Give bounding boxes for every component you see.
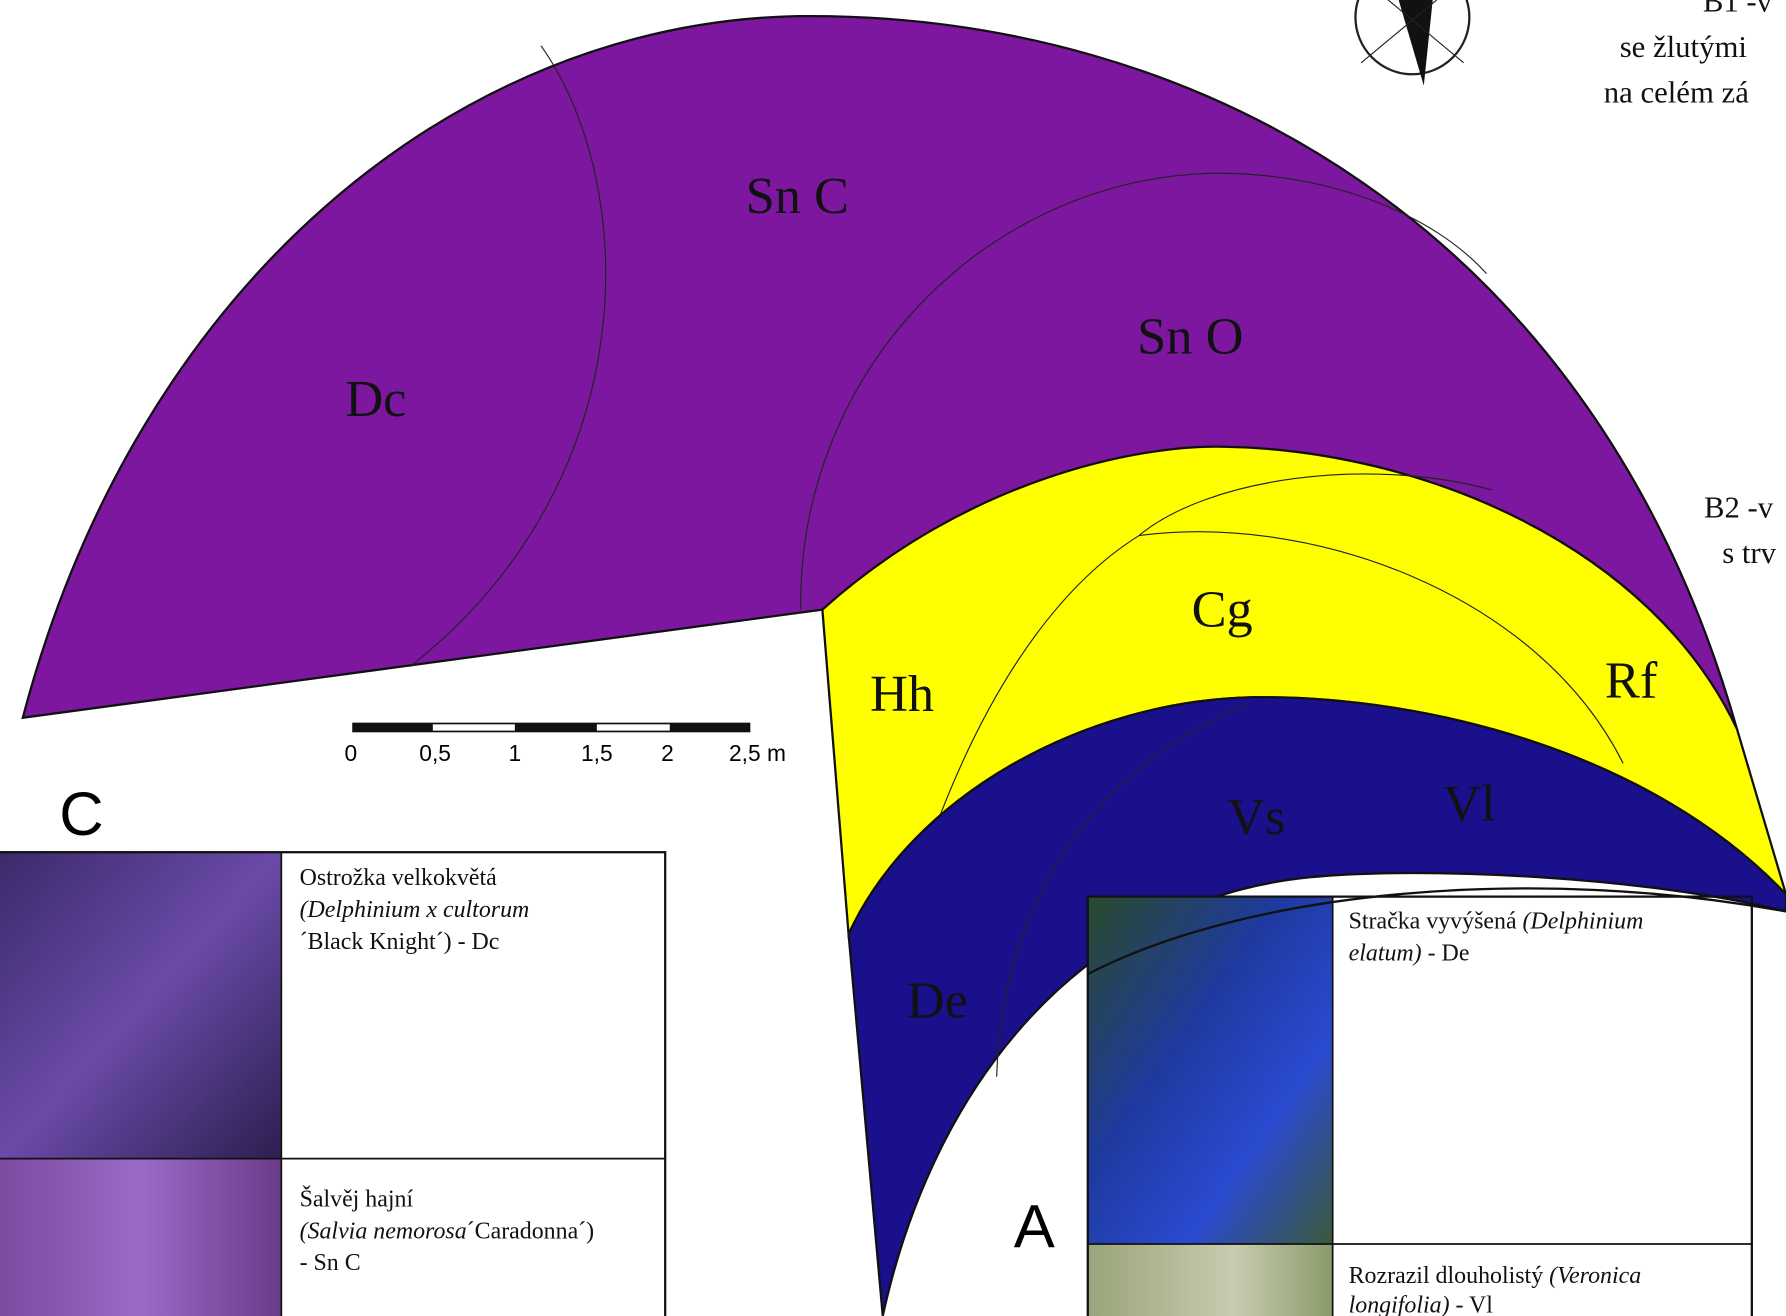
scale-label: 2,5 m — [729, 740, 786, 766]
zone-label: Vl — [1443, 774, 1495, 832]
table-text: - De — [1422, 940, 1470, 966]
table-line: elatum) - De — [1349, 940, 1470, 966]
scale-label: 1 — [509, 740, 522, 766]
table-line: Rozrazil dlouholistý (Veronica — [1349, 1263, 1642, 1289]
table-text: Stračka vyvýšená — [1349, 909, 1523, 935]
note: B1 -v — [1703, 0, 1773, 19]
table-text: ´Black Knight´) - Dc — [300, 929, 500, 955]
divider — [996, 703, 1248, 1077]
zone-label: Rf — [1605, 651, 1658, 709]
divider — [1138, 531, 1624, 764]
photo — [1087, 1244, 1333, 1316]
table-line: (Salvia nemorosa´Caradonna´) — [300, 1218, 595, 1244]
table-line: longifolia) - Vl — [1349, 1292, 1494, 1316]
table-a: Stračka vyvýšená (Delphinium elatum) - D… — [1086, 895, 1753, 1316]
divider — [800, 172, 1487, 610]
compass — [1354, 0, 1471, 86]
table-text: Ostrožka velkokvětá — [300, 865, 498, 891]
zone-label: Hh — [870, 665, 934, 723]
scale-label: 2 — [661, 740, 674, 766]
photo — [0, 1158, 282, 1316]
zone-label: Sn O — [1137, 307, 1243, 365]
divider — [1087, 887, 1786, 976]
table-c: Ostrožka velkokvětá (Delphinium x cultor… — [0, 851, 667, 1316]
divider — [409, 45, 607, 667]
table-text: Rozrazil dlouholistý — [1349, 1263, 1550, 1289]
zone-label: De — [907, 971, 968, 1029]
table-text: elatum) — [1349, 940, 1422, 966]
photo — [0, 852, 282, 1159]
section-letter: C — [59, 780, 103, 849]
table-text: (Veronica — [1549, 1263, 1641, 1289]
table-text: - Vl — [1450, 1292, 1494, 1316]
zone-label: Cg — [1192, 581, 1253, 639]
note: B2 -v — [1704, 490, 1774, 524]
scale-bar — [352, 722, 751, 733]
table-text: ´Caradonna´) — [467, 1218, 594, 1244]
section-letter: A — [1014, 1192, 1055, 1261]
table-text: Šalvěj hajní — [300, 1185, 414, 1212]
scale-labels: 0 0,5 1 1,5 2 2,5 m — [344, 740, 785, 766]
photo — [1087, 896, 1333, 1245]
note: s trv — [1722, 536, 1776, 570]
table-text: - Sn C — [300, 1250, 361, 1276]
scale-label: 0 — [344, 740, 357, 766]
zone-label: Vs — [1227, 788, 1285, 846]
note: se žlutými — [1620, 30, 1747, 64]
zone-label: Sn C — [746, 167, 849, 225]
notes: B1 -v se žlutými na celém zá B2 -v s trv — [1604, 0, 1777, 570]
zone-label: Dc — [345, 370, 406, 428]
scale-label: 1,5 — [581, 740, 613, 766]
table-text: (Delphinium x cultorum — [300, 897, 530, 923]
note: na celém zá — [1604, 76, 1749, 110]
table-line: Stračka vyvýšená (Delphinium — [1349, 909, 1644, 935]
table-text: longifolia) — [1349, 1292, 1450, 1316]
table-text: (Delphinium — [1523, 909, 1644, 935]
table-text: (Salvia nemorosa — [300, 1218, 467, 1244]
scale-label: 0,5 — [419, 740, 451, 766]
